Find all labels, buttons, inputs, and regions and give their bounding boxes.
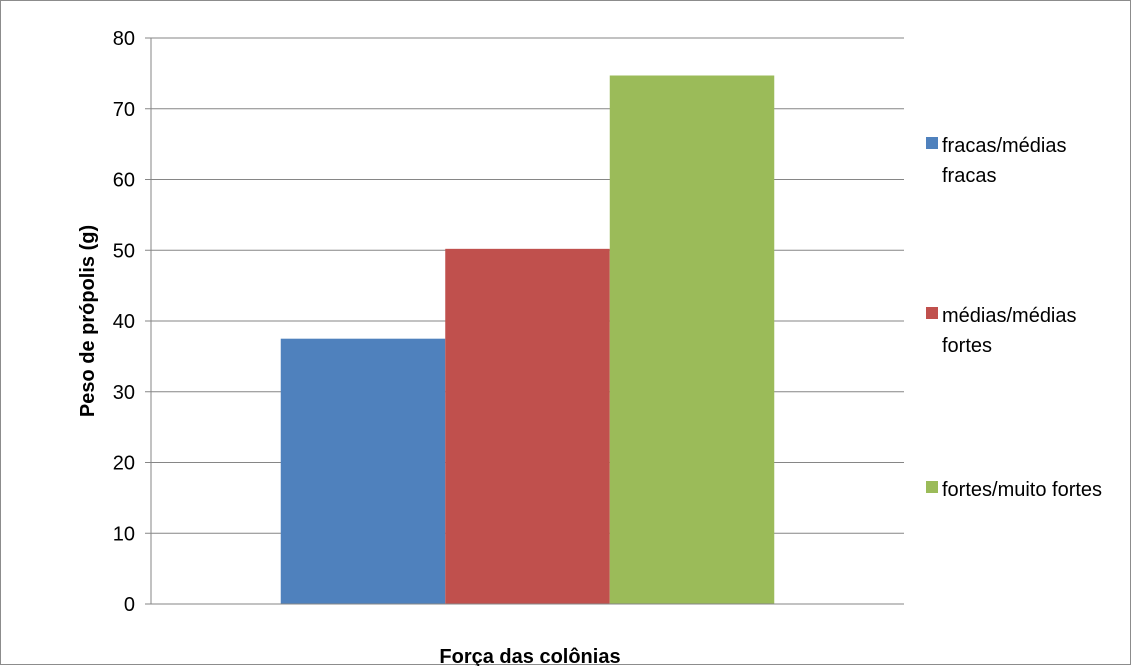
legend-label: médias/médias fortes [942,305,1077,357]
y-tick-label: 30 [113,382,135,404]
y-tick-label: 70 [113,99,135,121]
y-tick-label: 0 [124,594,135,616]
y-tick-label: 40 [113,311,135,333]
y-tick-label: 80 [113,28,135,50]
legend-item-fracas: fracas/médias fracas [926,131,1122,191]
bars [280,75,775,604]
bar-1 [280,338,446,604]
legend-label: fortes/muito fortes [942,479,1103,501]
legend-swatch [926,307,938,319]
bar-3 [609,75,775,604]
bar-2 [445,248,610,604]
y-tick-label: 10 [113,523,135,545]
legend-label: fracas/médias fracas [942,135,1067,187]
legend-item-fortes: fortes/muito fortes [926,475,1122,505]
y-axis-label: Peso de própolis (g) [77,225,99,417]
y-tick-label: 50 [113,240,135,262]
legend-item-medias: médias/médias fortes [926,301,1122,361]
y-tick-label: 60 [113,170,135,192]
legend: fracas/médias fracas médias/médias forte… [926,1,1126,666]
legend-swatch [926,137,938,149]
legend-swatch [926,481,938,493]
y-axis-ticks: 0 10 20 30 40 50 60 70 80 [113,28,151,616]
x-axis-label: Força das colônias [439,646,620,666]
y-tick-label: 20 [113,453,135,475]
